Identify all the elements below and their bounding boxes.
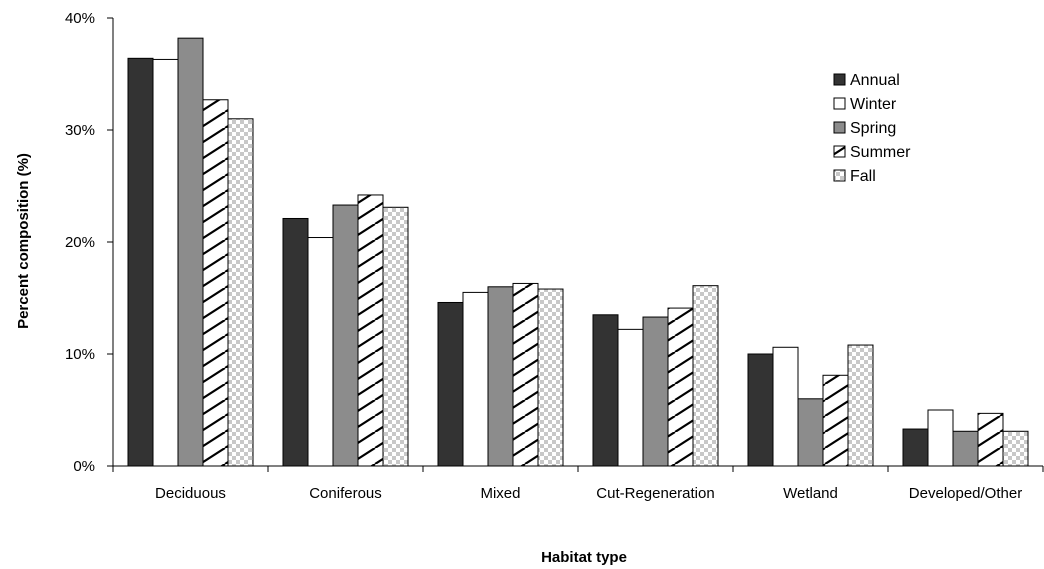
bar-fall-mixed — [537, 288, 564, 467]
bar-fall-coniferous — [382, 206, 409, 467]
bar-spring-cut-regeneration — [642, 316, 669, 467]
bar-spring-deciduous — [177, 37, 204, 467]
legend-swatch-fall — [833, 169, 846, 182]
x-tick-label: Cut-Regeneration — [596, 485, 714, 502]
legend-label-winter: Winter — [850, 96, 897, 113]
x-tick-label: Coniferous — [309, 485, 382, 502]
bar-fall-deciduous — [227, 118, 254, 467]
bar-spring-wetland — [797, 398, 824, 467]
bar-annual-coniferous — [282, 217, 309, 467]
bar-winter-wetland — [772, 346, 799, 467]
bar-summer-developed-other — [977, 412, 1004, 467]
x-tick-label: Developed/Other — [909, 485, 1022, 502]
y-axis-title: Percent composition (%) — [15, 153, 32, 329]
bar-spring-coniferous — [332, 204, 359, 467]
y-tick-label: 40% — [65, 10, 95, 27]
plot-area: 0% 10% 20% 30% 40% Deciduous Coniferous Mixed Cu… — [65, 10, 1044, 502]
bar-annual-developed-other — [902, 428, 929, 467]
x-tick-label: Mixed — [480, 485, 520, 502]
bar-spring-developed-other — [952, 430, 979, 467]
bar-fall-cut-regeneration — [692, 285, 719, 467]
bar-annual-cut-regeneration — [592, 314, 619, 467]
bar-summer-coniferous — [357, 194, 384, 467]
x-tick-label: Deciduous — [155, 485, 226, 502]
bar-winter-developed-other — [927, 409, 954, 467]
legend-swatch-summer — [833, 145, 846, 158]
bar-winter-deciduous — [152, 58, 179, 467]
bar-summer-wetland — [822, 374, 849, 467]
bar-summer-cut-regeneration — [667, 307, 694, 467]
legend-swatch-spring — [833, 121, 846, 134]
x-axis-title: Habitat type — [541, 549, 627, 566]
bar-winter-coniferous — [307, 237, 334, 467]
bar-fall-wetland — [847, 344, 874, 467]
bar-winter-cut-regeneration — [617, 328, 644, 467]
y-tick-label: 20% — [65, 234, 95, 251]
bar-winter-mixed — [462, 291, 489, 467]
legend: Annual Winter Spring Summer Fall — [833, 72, 911, 185]
bar-summer-deciduous — [202, 99, 229, 467]
legend-label-fall: Fall — [850, 168, 876, 185]
legend-swatch-winter — [833, 97, 846, 110]
legend-swatch-annual — [833, 73, 846, 86]
legend-label-annual: Annual — [850, 72, 900, 89]
bar-spring-mixed — [487, 286, 514, 467]
legend-label-summer: Summer — [850, 144, 911, 161]
x-tick-label: Wetland — [783, 485, 838, 502]
bar-annual-deciduous — [127, 57, 154, 467]
bar-fall-developed-other — [1002, 430, 1029, 467]
bar-annual-mixed — [437, 301, 464, 467]
bar-summer-mixed — [512, 282, 539, 467]
y-tick-label: 10% — [65, 346, 95, 363]
bar-annual-wetland — [747, 353, 774, 467]
y-tick-label: 0% — [73, 458, 95, 475]
y-tick-label: 30% — [65, 122, 95, 139]
legend-label-spring: Spring — [850, 120, 896, 137]
